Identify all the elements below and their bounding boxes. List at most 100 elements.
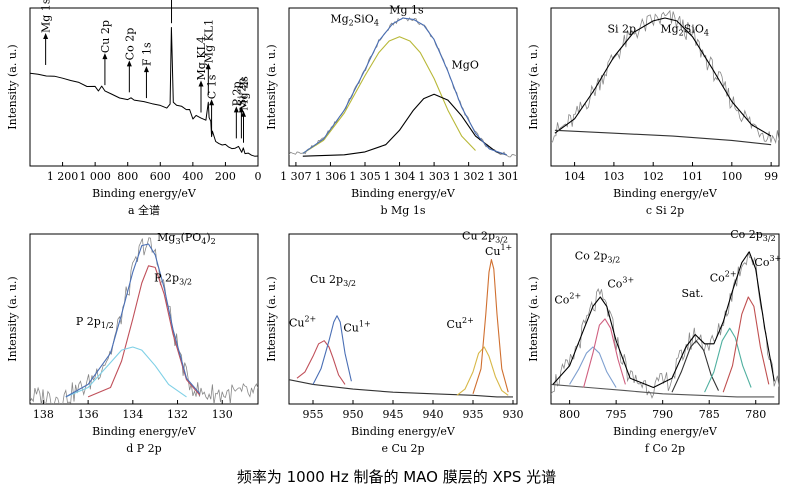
x-axis-label: Binding energy/eV <box>351 425 456 438</box>
x-tick-label: 130 <box>212 408 233 421</box>
panel-caption: d P 2p <box>126 442 161 455</box>
series-line-envelope <box>65 243 201 398</box>
raw-data-trace <box>551 9 779 144</box>
series-line-cu1-2p3-2- <box>472 259 509 394</box>
peak-arrowhead <box>126 60 132 67</box>
series-line-survey <box>30 27 258 157</box>
peak-arrowhead <box>205 63 211 70</box>
y-axis-label: Intensity (a. u.) <box>527 276 540 361</box>
plot-frame <box>288 233 518 405</box>
y-axis-label: Intensity (a. u.) <box>6 276 19 361</box>
peak-label: Cu 2p3/2 <box>462 229 508 244</box>
peak-label: Cu1+ <box>485 243 512 258</box>
x-tick-label: 200 <box>215 170 236 183</box>
y-axis-label: Intensity (a. u.) <box>6 44 19 129</box>
x-tick-label: 800 <box>559 408 580 421</box>
panel-b: 1 307 1 306 1 305 1 304 1 303 1 302 1 301 Bindi… <box>265 4 519 217</box>
series-group <box>551 251 779 399</box>
x-tick-label: 1 302 <box>453 170 485 183</box>
peak-arrowhead <box>143 66 149 73</box>
peak-label: P 2p1/2 <box>76 315 114 330</box>
raw-data-trace <box>551 252 779 399</box>
x-tick-label: 785 <box>699 408 720 421</box>
x-tick-label: 1 301 <box>487 170 519 183</box>
x-tick-label: 1 304 <box>384 170 416 183</box>
x-tick-label: 1 305 <box>349 170 381 183</box>
x-tick-label: 99 <box>764 170 778 183</box>
y-axis-label: Intensity (a. u.) <box>265 276 278 361</box>
peak-label: Co 2p3/2 <box>575 250 620 265</box>
series-line-background <box>554 129 772 146</box>
peak-label: Mg 1s <box>389 4 424 17</box>
panel-caption: c Si 2p <box>646 204 684 217</box>
x-tick-label: 1 307 <box>280 170 312 183</box>
x-tick-label: 945 <box>383 408 404 421</box>
x-axis-label: Binding energy/eV <box>351 187 456 200</box>
panel-f: 800 795 790 785 780 Binding energy/eV Intensit… <box>527 228 781 455</box>
peak-arrowhead <box>241 110 247 117</box>
peak-label: Si 2p <box>607 22 636 35</box>
series-line-co2-2p3-2 <box>704 327 752 393</box>
peak-label: Mg KL4 <box>195 36 208 80</box>
peak-label: Co3+ <box>607 276 634 291</box>
x-tick-label: 790 <box>652 408 673 421</box>
x-axis-label: Binding energy/eV <box>92 425 197 438</box>
peak-label: Si 2p <box>235 78 248 107</box>
peak-label: P 2p <box>230 81 243 106</box>
x-tick-label: 100 <box>721 170 742 183</box>
panel-caption: b Mg 1s <box>381 204 426 217</box>
x-tick-label: 103 <box>603 170 624 183</box>
panel-caption: e Cu 2p <box>381 442 424 455</box>
peak-label: Cu 2p <box>99 20 112 53</box>
peak-label: Co 2p <box>123 28 136 61</box>
panel-caption: f Co 2p <box>645 442 685 455</box>
series-line-fit <box>554 17 772 137</box>
series-line-background <box>551 383 775 398</box>
x-tick-label: 795 <box>606 408 627 421</box>
formula-label: Mg2SiO4 <box>660 22 709 37</box>
plot-frame <box>550 233 780 405</box>
x-tick-label: 930 <box>503 408 524 421</box>
x-tick-label: 138 <box>33 408 54 421</box>
series-group <box>30 27 258 157</box>
x-tick-label: 600 <box>150 170 171 183</box>
x-tick-label: 102 <box>643 170 664 183</box>
x-tick-label: 101 <box>682 170 703 183</box>
x-tick-label: 0 <box>255 170 262 183</box>
series-line-cu2-2p1-2- <box>296 340 346 385</box>
series-line-p-2p1-2 <box>65 346 187 398</box>
x-tick-label: 1 306 <box>315 170 347 183</box>
peak-label: Co 2p3/2 <box>730 228 775 243</box>
raw-data-trace <box>30 237 258 404</box>
series-line-mgo <box>302 93 507 157</box>
x-tick-label: 800 <box>117 170 138 183</box>
formula-label: Mg3(PO4)2 <box>157 231 216 246</box>
x-axis-label: Binding energy/eV <box>92 187 197 200</box>
peak-label: F 1s <box>140 42 153 66</box>
panel-c: 104 103 102 101 100 99 Binding energy/eV Intens… <box>527 7 780 217</box>
series-line-sat- <box>671 340 719 393</box>
series-group <box>551 9 779 146</box>
peak-arrowhead <box>209 99 215 106</box>
series-line-background <box>289 379 513 398</box>
series-line-co2-2p1-2 <box>569 346 617 388</box>
peak-label: C 1s <box>206 74 219 99</box>
x-tick-label: 136 <box>78 408 99 421</box>
series-line-envelope <box>552 251 775 389</box>
figure-caption: 频率为 1000 Hz 制备的 MAO 膜层的 XPS 光谱 <box>236 468 557 486</box>
peak-label: P 2p3/2 <box>154 271 192 286</box>
y-axis-label: Intensity (a. u.) <box>265 44 278 129</box>
series-line-co3-2p1-2 <box>583 318 626 388</box>
series-line-cu2-2p3-2- <box>456 346 509 396</box>
x-tick-label: 132 <box>167 408 188 421</box>
peak-arrowhead <box>233 106 239 113</box>
x-tick-label: 1 000 <box>79 170 111 183</box>
peak-arrowhead <box>43 32 49 39</box>
series-group <box>289 259 513 398</box>
formula-label: Mg2SiO4 <box>330 12 379 27</box>
peak-label: Cu1+ <box>343 319 370 334</box>
peak-label: Cu2+ <box>289 315 316 330</box>
x-tick-label: 134 <box>122 408 143 421</box>
